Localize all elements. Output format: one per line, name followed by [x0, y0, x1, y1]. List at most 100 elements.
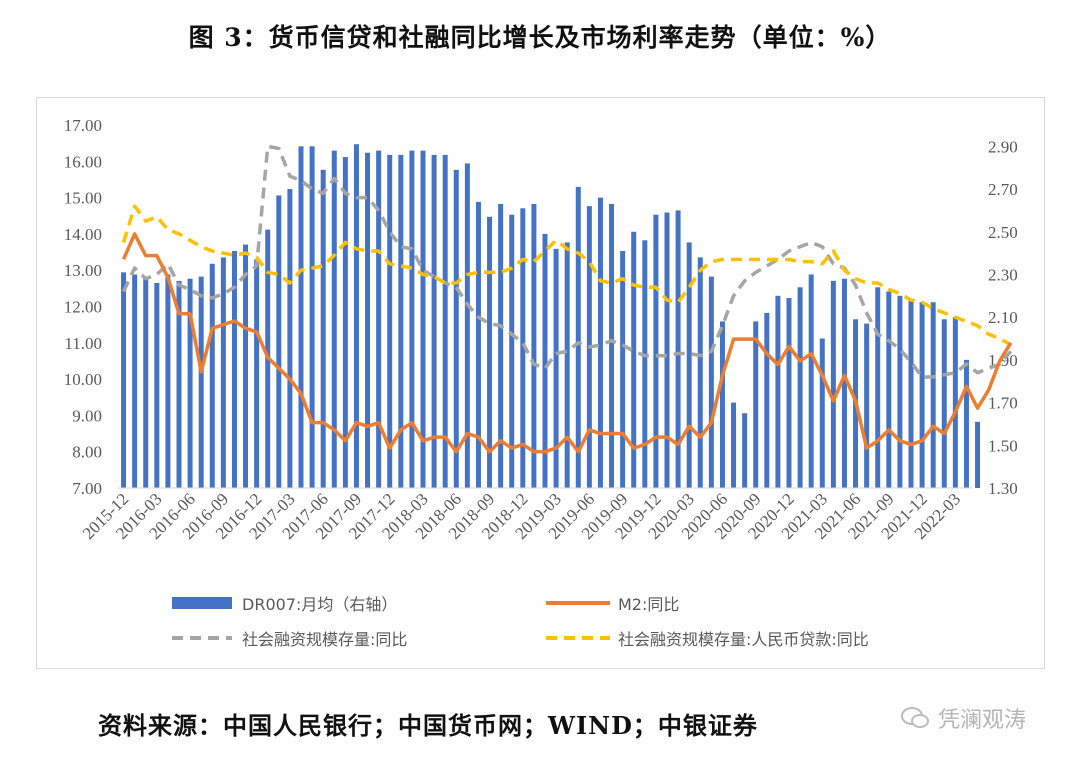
dr007-bar — [653, 214, 659, 488]
dr007-bar — [609, 204, 615, 488]
dr007-bar — [620, 250, 626, 488]
watermark-text: 凭澜观涛 — [938, 708, 1027, 733]
left-axis-tick-label: 8.00 — [72, 443, 102, 462]
dr007-bar — [708, 276, 714, 488]
dr007-bar — [775, 295, 781, 488]
dr007-bar — [243, 244, 249, 488]
dr007-bar — [575, 186, 581, 489]
dr007-bar — [531, 204, 537, 488]
dr007-bar — [875, 287, 881, 488]
dr007-bar — [797, 287, 803, 488]
dr007-bar — [220, 257, 226, 488]
dr007-bar — [420, 150, 426, 488]
dr007-bar — [908, 300, 914, 488]
dr007-bar — [276, 195, 282, 488]
dr007-bar — [387, 154, 393, 488]
dr007-bar — [353, 144, 359, 488]
dr007-bar — [731, 402, 737, 488]
dr007-bar — [409, 150, 415, 488]
legend-label-tsf-loans: 社会融资规模存量:人民币贷款:同比 — [618, 630, 869, 649]
right-axis-tick-label: 2.10 — [988, 308, 1018, 327]
dr007-bar — [686, 242, 692, 488]
left-axis-tick-label: 15.00 — [64, 189, 102, 208]
dr007-bar — [564, 242, 570, 488]
dr007-bar — [187, 278, 193, 488]
right-axis-tick-label: 1.30 — [988, 479, 1018, 498]
dr007-bar — [719, 321, 725, 488]
dr007-bar — [176, 280, 182, 488]
dr007-bar — [808, 274, 814, 488]
right-axis-tick-label: 2.50 — [988, 223, 1018, 242]
dr007-bar — [287, 189, 293, 488]
left-axis-tick-label: 12.00 — [64, 298, 102, 317]
dr007-bar — [675, 210, 681, 488]
right-axis-tick-label: 1.50 — [988, 436, 1018, 455]
dr007-bar — [941, 319, 947, 488]
left-axis-tick-label: 9.00 — [72, 406, 102, 425]
dr007-bar — [830, 280, 836, 488]
dr007-bar — [975, 421, 981, 488]
dr007-bar — [642, 240, 648, 488]
dr007-bar — [498, 204, 504, 488]
dr007-bar — [764, 312, 770, 488]
dr007-bar — [231, 250, 237, 488]
dr007-bar — [819, 338, 825, 488]
right-axis-tick-label: 2.90 — [988, 137, 1018, 156]
dr007-bar — [431, 154, 437, 488]
left-axis-tick-label: 10.00 — [64, 370, 102, 389]
dr007-bar — [254, 259, 260, 488]
legend-label-dr007: DR007:月均（右轴） — [242, 595, 397, 614]
tsf-loans-yoy-line — [121, 204, 1012, 347]
dr007-bar — [165, 274, 171, 488]
dr007-bar — [509, 214, 515, 488]
dr007-bar — [453, 169, 459, 488]
m2-yoy-line — [121, 232, 1013, 454]
dr007-bar — [930, 302, 936, 488]
dr007-bar — [309, 146, 315, 488]
dr007-bar — [198, 276, 204, 488]
dr007-bar — [487, 216, 493, 488]
dr007-bar — [553, 248, 559, 488]
dr007-bar — [143, 278, 149, 488]
dr007-bar — [919, 302, 925, 488]
dr007-bar — [464, 163, 470, 488]
dr007-bar — [376, 150, 382, 488]
tsf-yoy-line — [121, 144, 1013, 379]
dr007-bar — [897, 295, 903, 488]
dr007-bar — [154, 283, 160, 488]
watermark: 凭澜观涛 — [900, 702, 1026, 734]
source-note: 资料来源：中国人民银行；中国货币网；WIND；中银证券 — [98, 711, 758, 740]
chart-title: 图 3：货币信贷和社融同比增长及市场利率走势（单位：%） — [188, 23, 892, 52]
dr007-bar — [886, 291, 892, 488]
dr007-bar — [298, 146, 304, 488]
dr007-bar — [121, 272, 127, 488]
left-axis-tick-label: 13.00 — [64, 261, 102, 280]
dr007-bar — [342, 157, 348, 488]
dr007-bar — [331, 150, 337, 488]
dr007-bar — [442, 154, 448, 488]
left-axis-tick-label: 14.00 — [64, 225, 102, 244]
left-axis-tick-label: 7.00 — [72, 479, 102, 498]
legend-swatch-dr007 — [172, 597, 232, 609]
dr007-bar — [365, 152, 371, 488]
dr007-bar — [475, 201, 481, 488]
dr007-bar — [697, 257, 703, 488]
legend-label-m2: M2:同比 — [618, 595, 679, 614]
dr007-bar — [786, 297, 792, 488]
left-axis-tick-label: 16.00 — [64, 152, 102, 171]
dr007-bar — [864, 323, 870, 488]
chat-bubble-icon — [901, 707, 929, 728]
left-axis-tick-label: 11.00 — [64, 334, 102, 353]
dr007-bar — [742, 413, 748, 488]
right-axis-tick-label: 2.30 — [988, 265, 1018, 284]
dr007-bar — [520, 208, 526, 488]
dr007-bar — [597, 197, 603, 488]
dr007-bar — [398, 154, 404, 488]
legend-label-tsf: 社会融资规模存量:同比 — [242, 630, 407, 649]
dr007-bar — [631, 231, 637, 488]
right-axis-tick-label: 2.70 — [988, 180, 1018, 199]
dr007-bar — [841, 278, 847, 488]
dr007-bar — [542, 233, 548, 488]
dr007-bar — [132, 274, 138, 488]
